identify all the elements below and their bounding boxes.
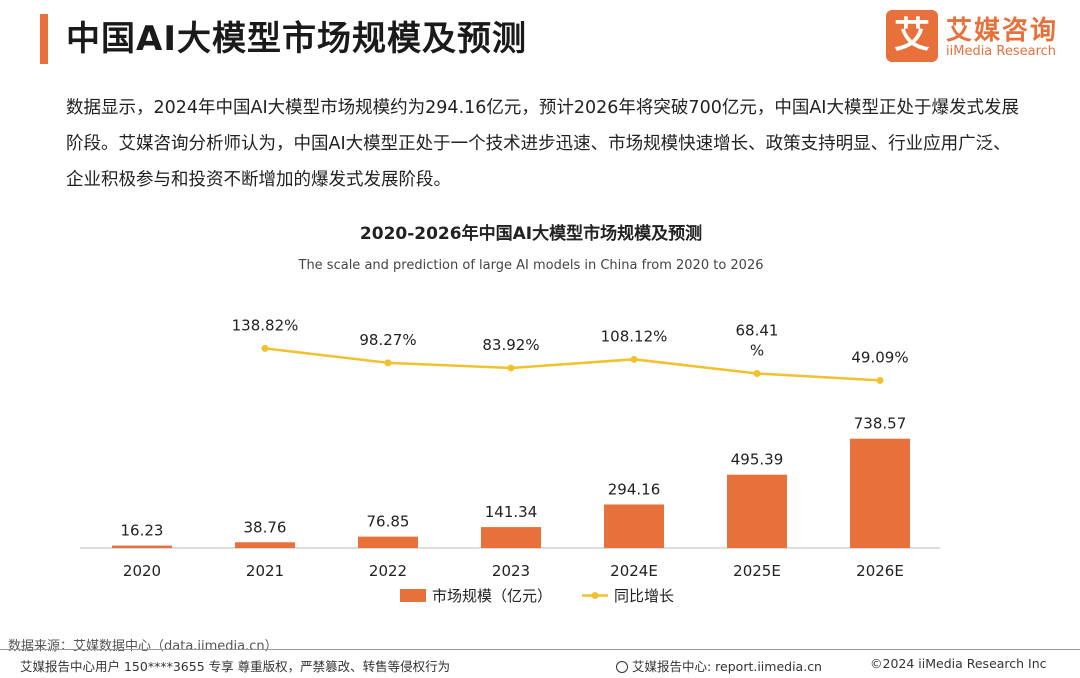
bar-2024E <box>604 504 664 548</box>
growth-point-2025E <box>753 369 761 377</box>
title-accent-bar <box>40 14 48 64</box>
bar-value-label: 38.76 <box>244 518 287 536</box>
globe-icon <box>616 661 628 673</box>
logo-chinese-name: 艾媒咨询 <box>946 16 1059 46</box>
logo-mark-icon: 艾 <box>886 10 938 62</box>
growth-value-label: 68.41% <box>736 321 779 359</box>
growth-point-2024E <box>630 355 638 363</box>
growth-value-label: 138.82% <box>232 316 299 334</box>
bar-2020 <box>112 545 172 548</box>
growth-value-label: 83.92% <box>482 336 539 354</box>
x-tick-label: 2026E <box>856 562 904 580</box>
x-tick-label: 2025E <box>733 562 781 580</box>
chart-subtitle: The scale and prediction of large AI mod… <box>298 258 764 273</box>
report-center-text: 艾媒报告中心: report.iimedia.cn <box>632 659 822 674</box>
chart-title: 2020-2026年中国AI大模型市场规模及预测 <box>360 223 702 244</box>
x-tick-label: 2021 <box>246 562 284 580</box>
bar-2025E <box>727 474 787 548</box>
bar-2022 <box>358 536 418 548</box>
iimedia-logo: 艾 艾媒咨询 iiMedia Research <box>886 8 1066 64</box>
bar-value-label: 141.34 <box>485 503 538 521</box>
growth-point-2021 <box>261 344 269 352</box>
bar-value-label: 294.16 <box>608 480 661 498</box>
logo-english-name: iiMedia Research <box>946 44 1057 59</box>
copyright-notice: 艾媒报告中心用户 150****3655 专享 尊重版权，严禁篡改、转售等侵权行… <box>20 659 451 674</box>
bar-value-label: 16.23 <box>121 522 164 540</box>
bar-value-label: 76.85 <box>367 513 410 531</box>
legend-line-label: 同比增长 <box>614 587 674 605</box>
bar-value-label: 495.39 <box>731 451 784 469</box>
legend-bar-swatch <box>400 589 426 602</box>
growth-value-label: 49.09% <box>851 348 908 366</box>
footer-divider <box>0 649 1080 650</box>
growth-value-label: 98.27% <box>359 331 416 349</box>
x-tick-label: 2022 <box>369 562 407 580</box>
growth-point-2023 <box>507 364 515 372</box>
x-tick-label: 2024E <box>610 562 658 580</box>
legend-bar-label: 市场规模（亿元） <box>432 587 552 605</box>
bar-2021 <box>235 542 295 548</box>
data-source-note: 数据来源：艾媒数据中心（data.iimedia.cn） <box>8 639 278 654</box>
page-title: 中国AI大模型市场规模及预测 <box>66 19 527 59</box>
intro-paragraph: 数据显示，2024年中国AI大模型市场规模约为294.16亿元，预计2026年将… <box>66 98 1019 190</box>
bar-2026E <box>850 438 910 548</box>
growth-value-label: 108.12% <box>601 327 668 345</box>
copyright-text: ©2024 iiMedia Research Inc <box>870 656 1047 671</box>
growth-line <box>264 347 881 382</box>
report-center: 艾媒报告中心: report.iimedia.cn <box>616 656 822 675</box>
x-tick-label: 2023 <box>492 562 530 580</box>
bar-2023 <box>481 527 541 548</box>
x-tick-label: 2020 <box>123 562 161 580</box>
growth-point-2026E <box>876 376 884 384</box>
growth-point-2022 <box>384 359 392 367</box>
bar-value-label: 738.57 <box>854 415 907 433</box>
legend-line-marker <box>591 592 599 599</box>
